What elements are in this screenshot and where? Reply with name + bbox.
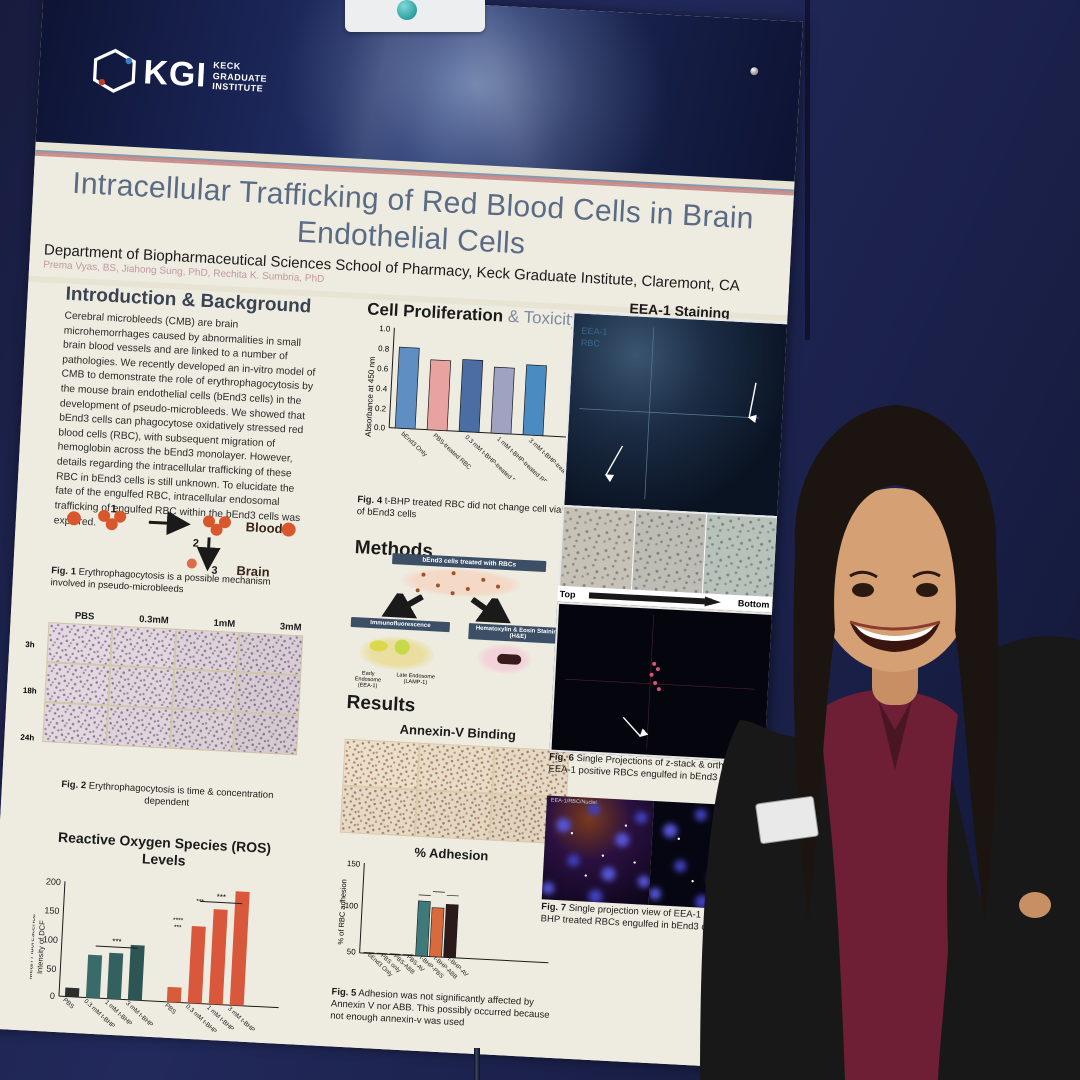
svg-text:Intensity of DCF: Intensity of DCF xyxy=(35,920,47,975)
svg-text:0.8: 0.8 xyxy=(378,344,390,354)
svg-text:0.4: 0.4 xyxy=(376,384,388,394)
svg-text:1: 1 xyxy=(110,503,117,515)
svg-text:150: 150 xyxy=(44,905,60,916)
svg-text:1.0: 1.0 xyxy=(379,324,391,334)
svg-text:***: *** xyxy=(174,924,182,931)
svg-text:PBS: PBS xyxy=(163,1002,177,1016)
svg-text:50: 50 xyxy=(46,963,57,974)
svg-text:2: 2 xyxy=(193,538,200,550)
svg-text:PBS: PBS xyxy=(61,997,75,1011)
svg-text:0.0: 0.0 xyxy=(374,423,386,433)
svg-text:***: *** xyxy=(216,892,226,901)
svg-text:Blood: Blood xyxy=(245,519,283,536)
svg-text:***: *** xyxy=(196,898,204,905)
svg-text:EEA-1: EEA-1 xyxy=(581,326,608,337)
svg-text:150: 150 xyxy=(347,859,361,869)
svg-text:% of RBC adhesion: % of RBC adhesion xyxy=(336,879,348,945)
svg-text:50: 50 xyxy=(347,947,357,956)
svg-text:bEnd3 Only: bEnd3 Only xyxy=(399,431,428,459)
svg-text:0.2: 0.2 xyxy=(375,404,387,414)
svg-text:***: *** xyxy=(112,937,122,946)
svg-text:0.6: 0.6 xyxy=(377,364,389,374)
svg-text:0: 0 xyxy=(50,991,56,1001)
svg-text:RBC: RBC xyxy=(581,338,601,349)
svg-text:200: 200 xyxy=(46,876,62,887)
